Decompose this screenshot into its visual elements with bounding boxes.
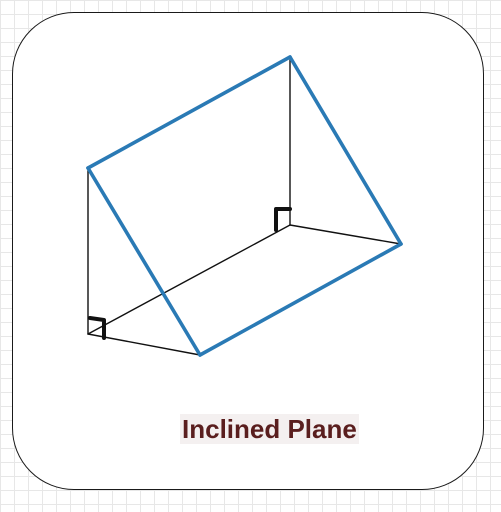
bottom-base-edge (198, 242, 403, 357)
front-base-edge (87, 333, 201, 356)
back-base-edge (289, 224, 402, 245)
top-ridge-edge (86, 55, 292, 170)
front-slope-edge (86, 166, 202, 357)
right-angle-marker-front (88, 316, 106, 340)
left-base-edge (87, 224, 291, 335)
diagram-card (12, 12, 484, 490)
back-slope-edge (288, 55, 403, 246)
right-angle-marker-back (274, 207, 292, 232)
diagram-caption: Inclined Plane (180, 414, 359, 444)
